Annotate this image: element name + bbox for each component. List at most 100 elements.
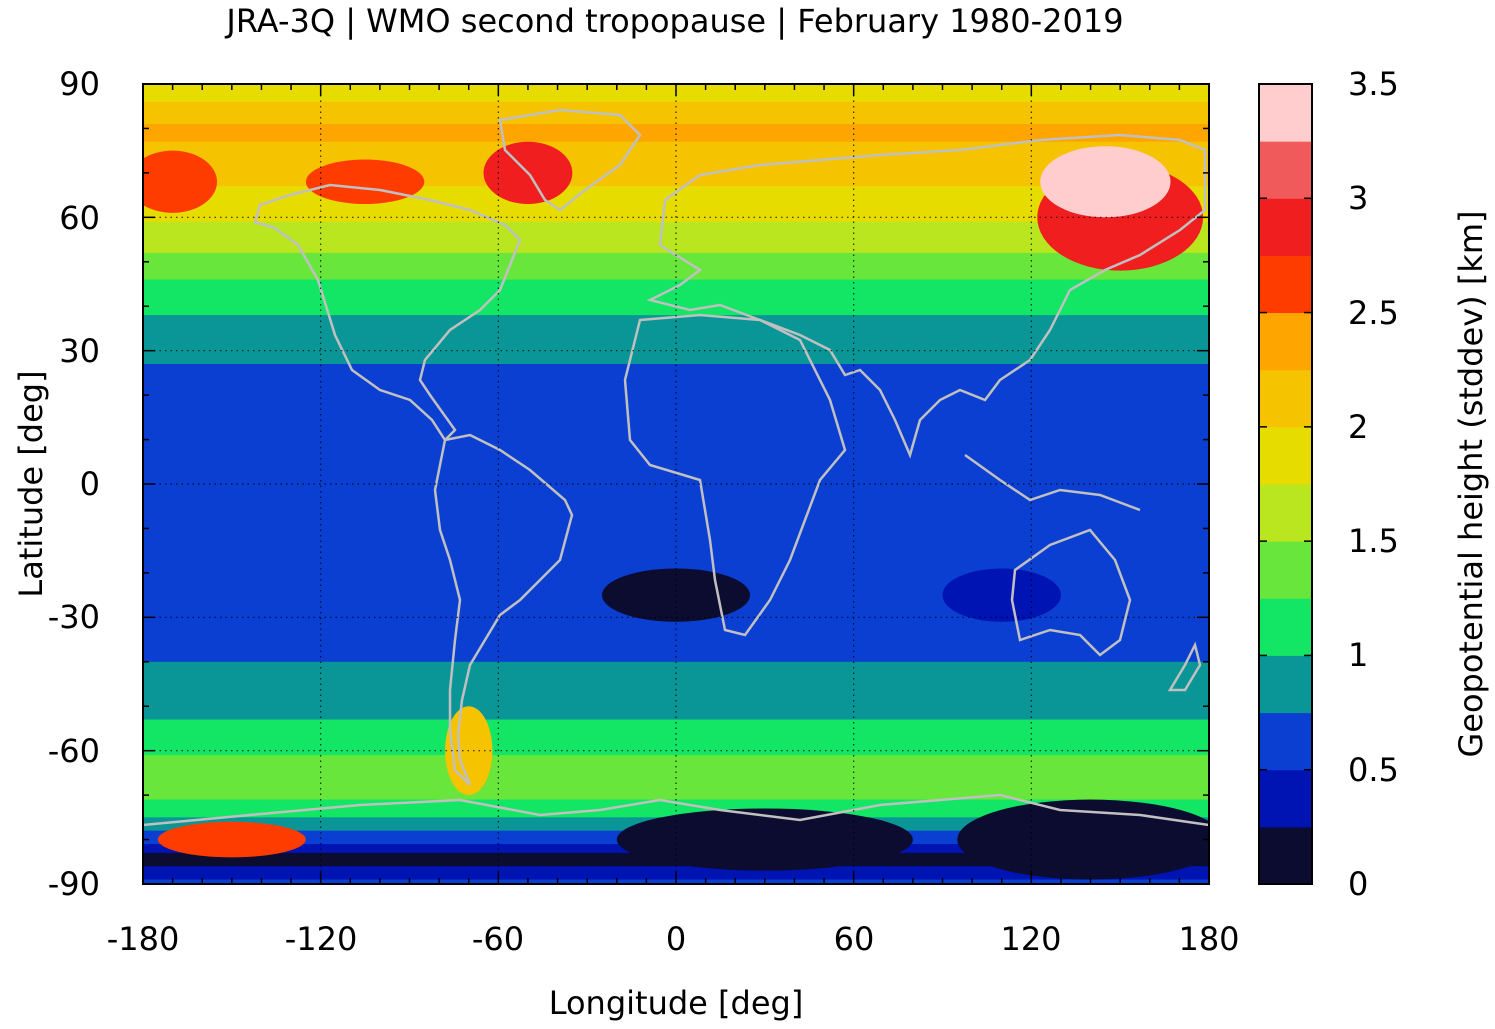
heatmap-band <box>143 652 1209 658</box>
heatmap-band <box>143 248 1209 254</box>
coastline-north-america <box>253 183 522 442</box>
y-tick-label: 60 <box>59 199 100 237</box>
heatmap-band <box>143 524 1209 530</box>
heatmap-band <box>143 226 1209 232</box>
heatmap-band <box>143 666 1209 672</box>
heatmap-band <box>143 97 1209 103</box>
heatmap-band <box>143 341 1209 347</box>
heatmap-band <box>143 639 1209 645</box>
heatmap-band <box>143 790 1209 796</box>
colorbar-tick-label: 3.5 <box>1348 65 1399 103</box>
colorbar-tick-label: 0 <box>1348 865 1368 903</box>
heatmap-band <box>143 124 1209 130</box>
heatmap-band <box>143 212 1209 218</box>
colorbar-swatch <box>1259 655 1312 714</box>
heatmap-band <box>143 377 1209 383</box>
colorbar-swatch <box>1259 312 1312 371</box>
heatmap-band <box>143 657 1209 663</box>
heatmap-band <box>143 239 1209 245</box>
axis-ticks <box>142 83 1210 885</box>
x-tick-label: 180 <box>1178 920 1239 958</box>
heatmap-band <box>143 430 1209 436</box>
heatmap-band <box>143 168 1209 174</box>
heatmap-anomaly <box>157 821 306 858</box>
heatmap-band <box>143 244 1209 250</box>
heatmap-band <box>143 141 1209 147</box>
heatmap-band <box>143 644 1209 650</box>
heatmap-band <box>143 386 1209 392</box>
colorbar-label: Geopotential height (stddev) [km] <box>1452 210 1490 757</box>
heatmap-anomaly <box>942 568 1061 622</box>
colorbar-swatch <box>1259 826 1312 885</box>
heatmap-band <box>143 661 1209 667</box>
heatmap-band <box>143 101 1209 107</box>
coastline-indonesia <box>964 453 1141 512</box>
y-tick-labels: 90 60 30 0 -30 -60 -90 <box>48 65 100 903</box>
heatmap-band <box>143 435 1209 441</box>
heatmap-band <box>143 795 1209 801</box>
heatmap-band <box>143 261 1209 267</box>
heatmap-band <box>143 177 1209 183</box>
heatmap-band <box>143 132 1209 138</box>
heatmap-band <box>143 550 1209 556</box>
y-tick-label: 90 <box>59 65 100 103</box>
heatmap-band <box>143 768 1209 774</box>
heatmap-anomaly <box>305 159 425 204</box>
heatmap-band <box>143 221 1209 227</box>
heatmap-band <box>143 257 1209 263</box>
heatmap-band <box>143 355 1209 361</box>
colorbar-tick-label: 2 <box>1348 408 1368 446</box>
x-tick-labels: -180 -120 -60 0 60 120 180 <box>107 920 1240 958</box>
heatmap-band <box>143 266 1209 272</box>
colorbar-swatch <box>1259 198 1312 256</box>
chart-title: JRA-3Q | WMO second tropopause | Februar… <box>224 2 1123 40</box>
coastline-antarctica <box>143 793 1209 827</box>
heatmap-band <box>143 688 1209 694</box>
heatmap-band <box>143 630 1209 636</box>
heatmap-band <box>143 515 1209 521</box>
heatmap-band <box>143 235 1209 241</box>
heatmap-band <box>143 448 1209 454</box>
y-tick-label: -90 <box>48 865 100 903</box>
colorbar-swatch <box>1259 426 1312 485</box>
y-tick-label: -60 <box>48 732 100 770</box>
heatmap-band <box>143 457 1209 463</box>
heatmap-band <box>143 119 1209 125</box>
heatmap-band <box>143 701 1209 707</box>
heatmap-band <box>143 732 1209 738</box>
colorbar-swatch <box>1259 84 1312 142</box>
colorbar-swatch <box>1259 141 1312 199</box>
heatmap-band <box>143 404 1209 410</box>
heatmap-band <box>143 310 1209 316</box>
x-axis-label: Longitude [deg] <box>549 984 804 1022</box>
heatmap-band <box>143 452 1209 458</box>
heatmap-band <box>143 408 1209 414</box>
heatmap-band <box>143 501 1209 507</box>
heatmap-band <box>143 746 1209 752</box>
x-tick-label: -60 <box>472 920 524 958</box>
colorbar-swatch <box>1259 769 1312 828</box>
heatmap-band <box>143 777 1209 783</box>
colorbar-swatch <box>1259 598 1312 656</box>
coastline-australia <box>1010 528 1132 657</box>
heatmap-band <box>143 679 1209 685</box>
colorbar-tick-label: 2.5 <box>1348 294 1399 332</box>
heatmap-band <box>143 444 1209 450</box>
heatmap-band <box>143 728 1209 734</box>
heatmap-band <box>143 288 1209 294</box>
heatmap-band <box>143 781 1209 787</box>
heatmap-band <box>143 866 1209 872</box>
colorbar-swatch <box>1259 541 1312 599</box>
coastline-new-zealand <box>1167 641 1202 692</box>
y-tick-label: -30 <box>48 598 100 636</box>
colorbar-tick-labels: 3.5 3 2.5 2 1.5 1 0.5 0 <box>1348 65 1399 903</box>
x-tick-label: 0 <box>666 920 686 958</box>
coastline-greenland <box>498 108 642 212</box>
heatmap-band <box>143 359 1209 365</box>
map-plot-area <box>143 84 1209 884</box>
heatmap-band <box>143 372 1209 378</box>
grid-lines <box>143 84 1209 884</box>
heatmap-band <box>143 364 1209 370</box>
colorbar-ticks <box>1259 83 1312 885</box>
